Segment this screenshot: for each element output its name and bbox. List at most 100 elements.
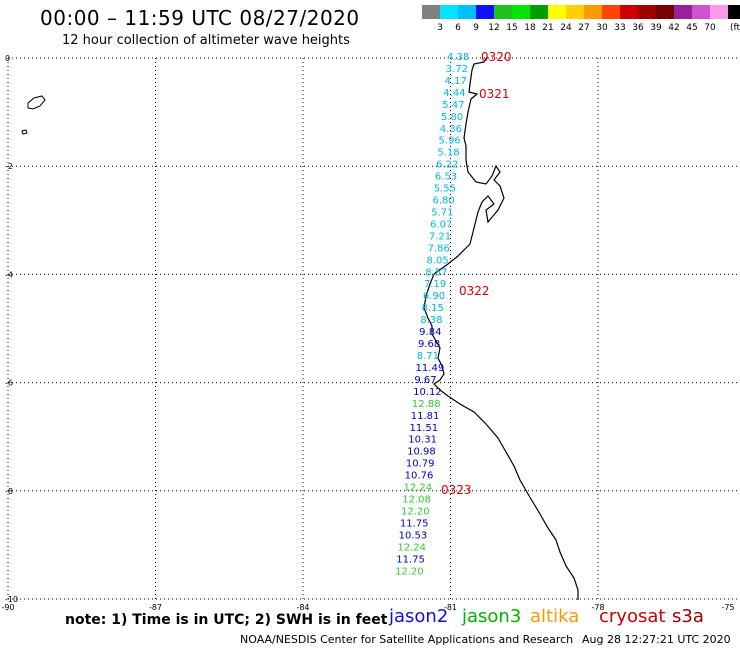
wave-height-label: 7.21 [429,231,451,242]
wave-height-label: 3.72 [446,64,468,75]
legend-label: 39 [650,23,662,33]
legend-label: 18 [524,23,536,33]
wave-height-label: 6.80 [432,196,454,207]
wave-height-label: 9.68 [418,339,440,350]
wave-height-label: 10.76 [405,471,434,482]
pass-id-label: 0321 [479,87,510,101]
legend-swatch [458,5,476,19]
wave-height-label: 12.20 [401,506,430,517]
wave-height-label: 10.98 [407,447,436,458]
wave-height-label: 5.80 [441,112,463,123]
note-text: note: 1) Time is in UTC; 2) SWH is in fe… [65,612,388,628]
map-grid [7,57,740,600]
wave-height-label: 8.71 [417,351,439,362]
legend-swatch [638,5,656,19]
lat-tick-label: -8 [5,487,13,496]
wave-height-label: 6.07 [430,219,452,230]
legend-swatch [620,5,638,19]
lon-tick-label: -81 [444,603,457,612]
legend-label: 36 [632,23,644,33]
lon-tick-label: -75 [721,603,734,612]
legend-swatch [692,5,710,19]
legend-swatch [548,5,566,19]
wave-height-label: 8.57 [425,267,447,278]
legend-label: 12 [488,23,500,33]
satellite-label-cryosat: cryosat [599,606,666,627]
pass-id-label: 0323 [441,483,472,497]
wave-height-label: 6.90 [423,291,445,302]
axis-ticks: 0 -2 -4 -6 -8 -10-90 -87 -84 -81 -78 -75 [1,54,734,612]
coastline [423,56,579,600]
lon-tick-label: -87 [149,603,162,612]
legend-swatch [440,5,458,19]
page-title: 00:00 – 11:59 UTC 08/27/2020 [40,6,360,30]
wave-height-label: 10.12 [413,387,442,398]
wave-height-label: 7.86 [428,243,450,254]
wave-height-label: 4.36 [440,124,462,135]
legend-label: 24 [560,23,572,33]
legend-swatch [566,5,584,19]
legend-label: 6 [455,23,461,33]
satellite-label-altika: altika [530,606,580,627]
wave-height-label: 5.55 [434,184,456,195]
legend-swatch [530,5,548,19]
legend-label: 27 [578,23,590,33]
lon-tick-label: -90 [1,603,14,612]
wave-height-label: 7.19 [424,279,446,290]
wave-height-label: 4.38 [447,52,469,63]
legend-swatch [728,5,740,19]
wave-height-label: 10.79 [406,459,435,470]
legend-swatch [584,5,602,19]
wave-height-label: 12.20 [395,566,424,577]
wave-height-label: 11.49 [416,363,445,374]
wave-height-label: 12.08 [402,495,431,506]
legend-label: 33 [614,23,626,33]
legend-label: 15 [506,23,518,33]
wave-height-label: 12.24 [403,483,432,494]
galapagos-islet [21,129,28,135]
legend-label: 9 [473,23,479,33]
wave-height-label: 12.88 [412,399,441,410]
lat-tick-label: 0 [5,54,10,63]
legend-swatch [656,5,674,19]
wave-height-label: 4.17 [445,76,467,87]
wave-height-label: 11.75 [396,554,425,565]
legend-unit: (ft) [730,23,740,33]
lat-tick-label: -4 [5,270,13,279]
wave-height-label: 11.81 [411,411,440,422]
legend-swatch [422,5,440,19]
observation-labels: 4.383.724.174.445.475.804.365.965.186.22… [395,52,469,577]
wave-height-label: 11.75 [400,518,429,529]
legend-label: 70 [704,23,716,33]
legend-label: 30 [596,23,608,33]
legend-swatch [710,5,728,19]
lon-tick-label: -78 [591,603,604,612]
wave-height-label: 10.31 [408,435,437,446]
wave-height-label: 5.47 [442,100,464,111]
wave-height-label: 5.71 [431,207,453,218]
legend-swatch [602,5,620,19]
legend-label: 3 [437,23,443,33]
lat-tick-label: -2 [5,162,13,171]
lat-tick-label: -6 [5,379,13,388]
legend-swatch [674,5,692,19]
timestamp-text: Aug 28 12:27:21 UTC 2020 [582,633,731,646]
wave-height-label: 8.38 [420,315,442,326]
wave-height-label: 9.84 [419,327,441,338]
legend-swatch [476,5,494,19]
wave-height-label: 8.05 [426,255,448,266]
legend-label: 42 [668,23,680,33]
satellite-label-s3a: s3a [672,606,704,627]
page-subtitle: 12 hour collection of altimeter wave hei… [62,33,350,48]
wave-height-label: 8.15 [422,303,444,314]
wave-height-label: 5.18 [437,148,459,159]
satellite-label-jason2: jason2 [389,606,449,627]
wave-height-label: 11.51 [410,423,439,434]
lat-tick-label: -10 [5,595,18,604]
wave-height-label: 6.22 [436,160,458,171]
galapagos-island [27,95,46,110]
legend-label: 21 [542,23,554,33]
lon-tick-label: -84 [296,603,309,612]
pass-id-label: 0322 [459,284,490,298]
